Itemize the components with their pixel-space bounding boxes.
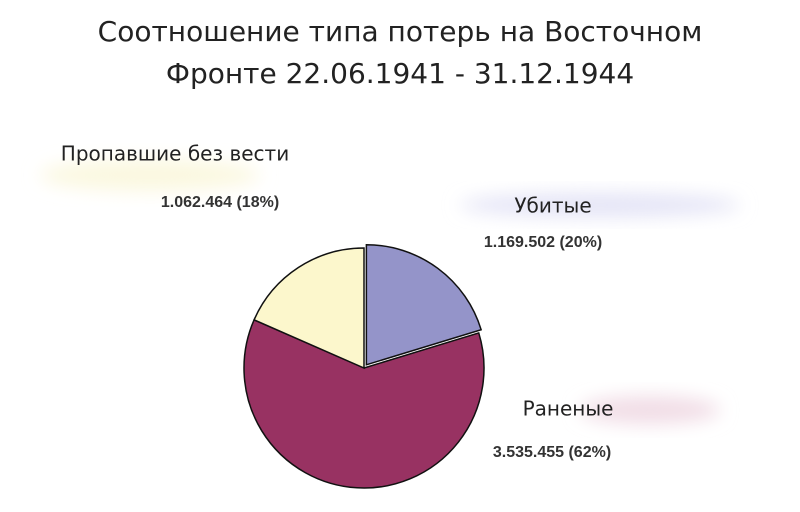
slice-name: Убитые: [514, 194, 591, 218]
pie-slice: [365, 244, 483, 366]
decor: [580, 396, 720, 424]
chart-title: Фронте 22.06.1941 - 31.12.1944: [166, 57, 634, 90]
decor: [460, 193, 740, 217]
slice-name: Пропавшие без вести: [61, 142, 289, 166]
decor: [40, 159, 260, 191]
slice-name: Раненые: [523, 397, 614, 421]
pie-slice: [243, 318, 485, 489]
slice-value: 1.169.502 (20%): [484, 234, 602, 251]
slice-value: 1.062.464 (18%): [161, 194, 279, 211]
pie-slice: [253, 247, 365, 370]
slice-value: 3.535.455 (62%): [493, 444, 611, 461]
chart-title: Соотношение типа потерь на Восточном: [98, 15, 703, 48]
